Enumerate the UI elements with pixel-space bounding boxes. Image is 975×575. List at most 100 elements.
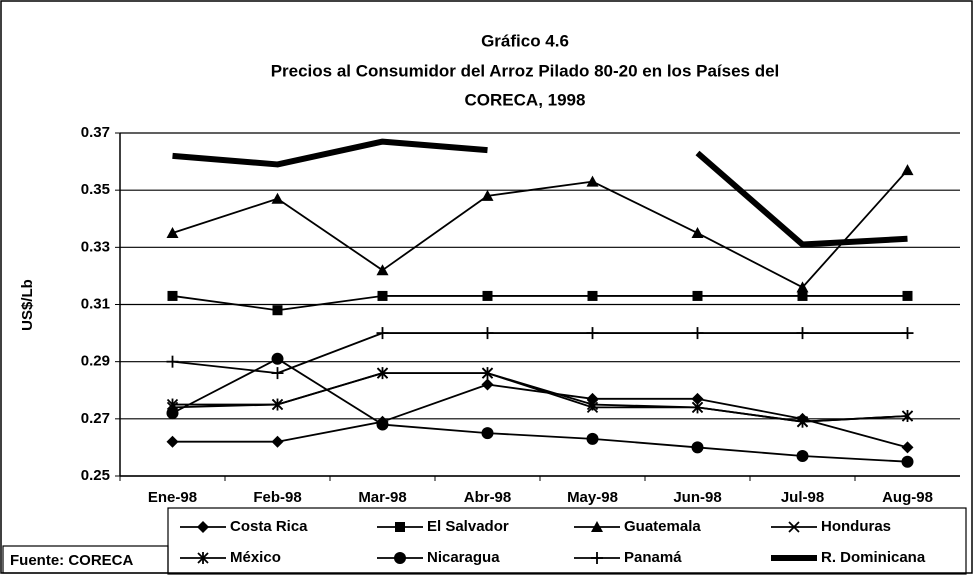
marker-shape [481,378,494,391]
marker [691,401,704,414]
marker [395,522,405,532]
marker-shape [395,522,405,532]
marker-shape [377,290,388,301]
marker [166,435,179,448]
marker-shape [482,290,493,301]
marker [271,435,284,448]
x-tick-label: Abr-98 [464,489,512,506]
marker [796,281,809,293]
marker [691,227,704,239]
marker-shape [796,449,809,462]
marker [591,552,603,564]
series-line [172,372,908,423]
legend-label: Guatemala [624,518,701,535]
marker-shape [166,407,179,420]
legend-label: México [230,549,281,566]
series-line [172,357,908,463]
legend-label: Nicaragua [427,549,500,566]
marker-shape [586,432,599,445]
marker-shape [901,164,914,176]
marker [377,290,388,301]
x-tick-label: Ene-98 [148,489,197,506]
marker [271,352,284,365]
y-tick-label: 0.31 [81,295,110,312]
x-tick-label: Feb-98 [253,489,301,506]
marker-shape [691,392,704,405]
marker [376,327,389,340]
marker [788,521,800,533]
legend-label: Panamá [624,549,682,566]
marker [481,327,494,340]
marker [166,355,179,368]
marker-shape [376,418,389,431]
marker-shape [271,352,284,365]
marker-shape [166,435,179,448]
marker [586,175,599,187]
marker-shape [481,189,494,201]
marker [796,415,809,428]
marker-shape [902,290,913,301]
marker [482,290,493,301]
marker-shape [788,521,800,533]
y-tick-label: 0.29 [81,353,110,370]
marker [481,427,494,440]
x-tick-label: May-98 [567,489,618,506]
marker [481,378,494,391]
marker-shape [271,192,284,204]
series-line [172,138,908,248]
marker [376,264,389,276]
marker-shape [197,521,209,533]
y-tick-label: 0.37 [81,124,110,141]
marker [796,327,809,340]
marker [692,290,703,301]
source-box [2,545,169,574]
series-line [172,169,909,289]
marker-shape [586,175,599,187]
marker-shape [691,227,704,239]
marker [586,398,599,411]
marker [796,449,809,462]
marker [272,305,283,316]
x-tick-label: Jun-98 [673,489,721,506]
series-line [172,332,908,374]
marker-shape [796,281,809,293]
marker-shape [167,290,178,301]
x-tick-label: Jul-98 [781,489,824,506]
marker [197,521,209,533]
y-axis-label: US$/Lb [19,279,36,331]
marker [481,367,494,380]
chart-title: CORECA, 1998 [465,90,586,109]
marker [376,418,389,431]
y-tick-label: 0.27 [81,410,110,427]
legend-label: El Salvador [427,518,509,535]
legend-label: Costa Rica [230,518,308,535]
marker [197,552,209,564]
marker [901,455,914,468]
marker [901,327,914,340]
marker [376,367,389,380]
marker [591,521,603,532]
marker [166,227,179,239]
marker-shape [481,427,494,440]
marker-shape [901,441,914,454]
marker-shape [691,441,704,454]
y-tick-label: 0.25 [81,467,110,484]
marker [166,407,179,420]
marker-shape [272,305,283,316]
marker [394,552,406,564]
marker-shape [692,290,703,301]
marker [901,441,914,454]
marker-shape [394,552,406,564]
marker [691,392,704,405]
marker-shape [797,290,808,301]
series-line [172,383,908,449]
marker [271,367,284,380]
chart-title: Precios al Consumidor del Arroz Pilado 8… [271,61,780,80]
legend-label: Honduras [821,518,891,535]
chart-title: Gráfico 4.6 [481,31,569,50]
marker [691,441,704,454]
marker-shape [376,264,389,276]
marker-shape [901,455,914,468]
marker [901,164,914,176]
